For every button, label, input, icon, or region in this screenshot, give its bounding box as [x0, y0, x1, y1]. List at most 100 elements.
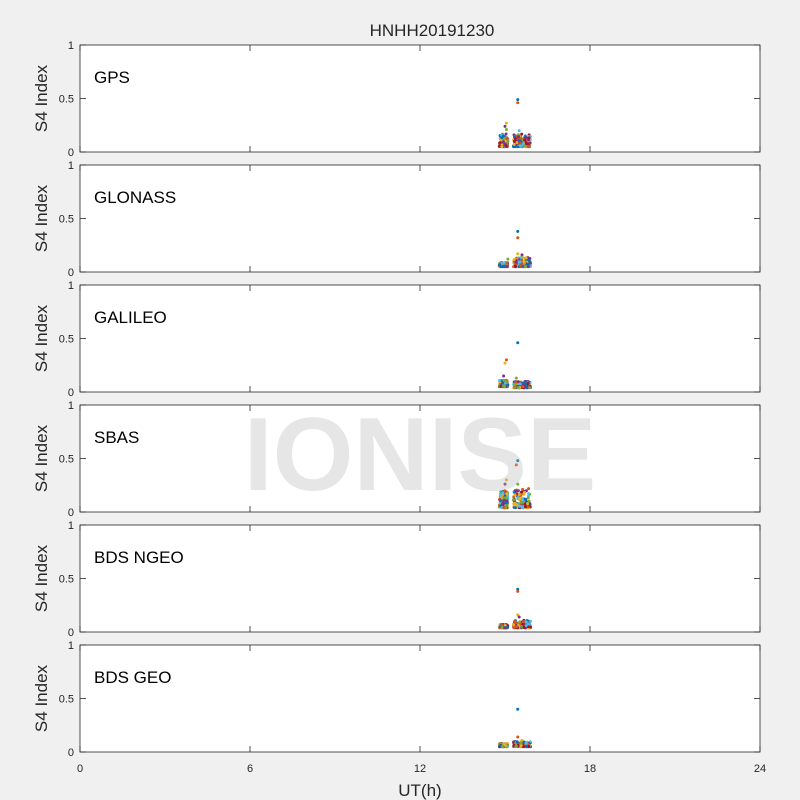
y-axis-label: S4 Index [32, 544, 51, 612]
data-point [504, 501, 508, 505]
data-point [518, 620, 522, 624]
data-point [504, 478, 508, 482]
data-point [516, 386, 520, 390]
data-point [501, 134, 505, 138]
data-point [519, 256, 523, 260]
data-point [523, 264, 527, 268]
data-point [521, 385, 525, 389]
plot-area [79, 44, 761, 153]
panel-galileo: 0 0.5 1 S4 Index GALILEO [32, 280, 761, 399]
data-point [502, 261, 506, 265]
data-point [526, 265, 530, 269]
data-point [506, 140, 510, 144]
data-point [517, 498, 521, 502]
data-point [523, 380, 527, 384]
data-point [499, 493, 503, 497]
data-point [500, 145, 504, 149]
plot-area [79, 644, 761, 753]
y-axis-label: S4 Index [32, 664, 51, 732]
data-point [512, 625, 516, 629]
data-point [523, 505, 527, 509]
data-point [514, 745, 518, 749]
data-point [512, 258, 516, 262]
data-point [505, 137, 509, 141]
data-point [503, 743, 507, 747]
data-point [516, 101, 520, 105]
data-point [516, 613, 520, 617]
data-point [526, 262, 530, 266]
data-point [527, 487, 531, 491]
data-point [518, 141, 522, 145]
data-point [504, 132, 508, 136]
panel-name-label: BDS GEO [94, 668, 171, 687]
y-tick-label: 0.5 [59, 574, 74, 586]
data-point [512, 139, 516, 143]
data-point [513, 506, 517, 510]
data-point [501, 491, 505, 495]
data-point [526, 622, 530, 626]
data-point [504, 128, 508, 132]
plot-area [79, 524, 761, 633]
x-axis: 0 6 12 18 24 [77, 763, 766, 775]
y-axis-label: S4 Index [32, 64, 51, 132]
data-point [513, 265, 517, 269]
data-point [503, 626, 507, 630]
data-point [521, 381, 525, 385]
data-point [518, 264, 522, 268]
data-point [503, 489, 507, 493]
data-point [520, 498, 524, 502]
panel-name-label: GALILEO [94, 308, 167, 327]
data-point [514, 463, 518, 467]
data-point [523, 138, 527, 142]
data-point [519, 490, 523, 494]
data-point [499, 384, 503, 388]
y-tick-label: 1 [68, 280, 74, 292]
data-point [505, 265, 509, 269]
y-tick-label: 0.5 [59, 694, 74, 706]
y-tick-label: 0.5 [59, 94, 74, 106]
data-point [521, 620, 525, 624]
x-tick-label: 12 [414, 763, 426, 775]
data-point [517, 129, 521, 133]
data-point [513, 501, 517, 505]
data-point [526, 144, 530, 148]
data-point [503, 124, 507, 128]
plot-area [79, 164, 761, 273]
data-point [519, 741, 523, 745]
data-point [503, 385, 507, 389]
data-point [501, 502, 505, 506]
y-tick-label: 1 [68, 520, 74, 532]
data-point [516, 589, 520, 593]
data-point [523, 144, 527, 148]
data-point [504, 379, 508, 383]
data-point [516, 252, 520, 256]
y-tick-label: 0 [68, 147, 74, 159]
y-tick-label: 0.5 [59, 214, 74, 226]
data-point [516, 236, 520, 240]
data-point [526, 502, 530, 506]
y-tick-label: 0 [68, 387, 74, 399]
data-point [501, 140, 505, 144]
data-point [504, 121, 508, 125]
data-point [522, 626, 526, 630]
data-point [502, 374, 506, 378]
data-point [516, 341, 520, 345]
data-point [500, 745, 504, 749]
data-point [516, 482, 520, 486]
data-point [521, 506, 525, 510]
data-point [514, 489, 518, 493]
panel-glonass: 0 0.5 1 S4 Index GLONASS [32, 160, 761, 279]
data-point [521, 622, 525, 626]
data-point [528, 625, 532, 629]
panel-bds-ngeo: 0 0.5 1 S4 Index BDS NGEO [32, 520, 761, 639]
panel-bds-geo: 0 0.5 1 S4 Index BDS GEO [32, 640, 761, 759]
y-tick-label: 1 [68, 640, 74, 652]
data-point [524, 741, 528, 745]
data-point [524, 256, 528, 260]
data-point [527, 136, 531, 140]
data-point [526, 382, 530, 386]
data-point [521, 487, 525, 491]
data-point [503, 361, 507, 365]
data-point [524, 624, 528, 628]
